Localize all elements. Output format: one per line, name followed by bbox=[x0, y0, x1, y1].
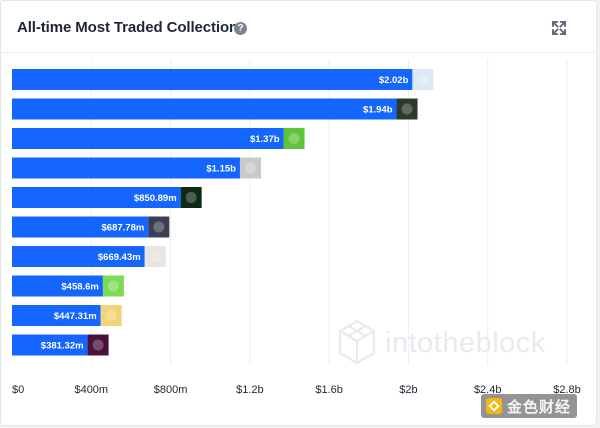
bar-value-label: $447.31m bbox=[54, 311, 97, 322]
bar-chart: $0 $400m $800m $1.2b $1.6b $2b $2.4b $2.8b $2.02… bbox=[12, 59, 581, 396]
bar bbox=[12, 246, 145, 267]
coin-logo-icon bbox=[486, 398, 502, 414]
x-tick-label: $800m bbox=[154, 384, 188, 396]
bar bbox=[12, 69, 413, 90]
thumbnail-figure bbox=[149, 251, 161, 262]
collection-thumbnail bbox=[239, 157, 261, 179]
collection-thumbnail bbox=[396, 98, 418, 120]
x-tick-label: $2.8b bbox=[553, 384, 581, 396]
bar bbox=[12, 305, 101, 326]
x-tick-label: $400m bbox=[74, 384, 108, 396]
thumbnail-figure bbox=[417, 74, 429, 85]
collection-thumbnail bbox=[412, 69, 434, 90]
thumbnail-figure bbox=[105, 310, 117, 321]
bar-value-label: $850.89m bbox=[134, 193, 177, 204]
bar-value-label: $458.6m bbox=[61, 282, 99, 293]
thumbnail-figure bbox=[288, 133, 300, 144]
chart-title: All-time Most Traded Collections bbox=[17, 19, 247, 36]
bar-value-label: $381.32m bbox=[41, 341, 84, 352]
x-tick-label: $2b bbox=[399, 384, 417, 396]
collection-thumbnail bbox=[180, 187, 202, 208]
collection-thumbnail bbox=[100, 305, 122, 326]
thumbnail-figure bbox=[92, 339, 104, 351]
x-tick-label: $2.4b bbox=[474, 384, 502, 396]
expand-arrows-icon[interactable] bbox=[551, 20, 567, 36]
x-tick-label: $1.6b bbox=[315, 384, 343, 396]
bar-value-label: $1.37b bbox=[250, 134, 280, 145]
source-badge: 金色财经 bbox=[481, 394, 578, 418]
thumbnail-figure bbox=[153, 221, 165, 233]
bar bbox=[12, 157, 240, 179]
collection-thumbnail bbox=[148, 216, 170, 238]
bar-value-label: $687.78m bbox=[102, 223, 145, 234]
bar bbox=[12, 128, 284, 149]
watermark-text: intotheblock bbox=[385, 327, 546, 359]
intotheblock-logo-icon bbox=[338, 319, 376, 365]
collection-thumbnail bbox=[87, 334, 109, 356]
card-header: All-time Most Traded Collections ? bbox=[1, 1, 596, 53]
thumbnail-figure bbox=[107, 280, 119, 292]
bar-value-label: $1.94b bbox=[363, 105, 393, 116]
bar-value-label: $669.43m bbox=[98, 252, 141, 263]
thumbnail-figure bbox=[244, 162, 256, 174]
x-tick-label: $0 bbox=[12, 384, 24, 396]
source-badge-text: 金色财经 bbox=[507, 398, 572, 416]
collection-thumbnail bbox=[283, 128, 305, 149]
bar bbox=[12, 216, 149, 238]
question-circle-icon[interactable]: ? bbox=[234, 22, 247, 35]
bar bbox=[12, 187, 181, 208]
bar bbox=[12, 334, 88, 356]
bar bbox=[12, 275, 103, 297]
thumbnail-figure bbox=[401, 103, 413, 115]
collection-thumbnail bbox=[144, 246, 166, 267]
bar bbox=[12, 98, 397, 120]
collection-thumbnail bbox=[102, 275, 124, 297]
thumbnail-figure bbox=[185, 192, 197, 203]
bar-value-label: $2.02b bbox=[379, 75, 409, 86]
bar-value-label: $1.15b bbox=[206, 164, 236, 175]
x-tick-label: $1.2b bbox=[236, 384, 264, 396]
